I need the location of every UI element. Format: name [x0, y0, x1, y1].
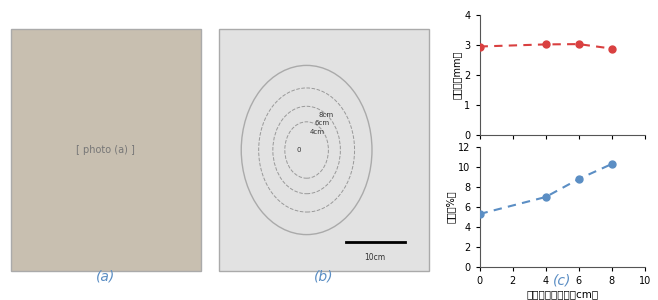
Bar: [11, 29, 201, 271]
Text: 4cm: 4cm: [310, 129, 325, 135]
Text: 0: 0: [297, 147, 301, 153]
Text: (b): (b): [315, 270, 334, 284]
Text: 8cm: 8cm: [318, 112, 334, 118]
Text: 10cm: 10cm: [365, 253, 386, 262]
Bar: [220, 29, 428, 271]
Text: [ photo (a) ]: [ photo (a) ]: [76, 145, 135, 155]
Text: 6cm: 6cm: [315, 120, 330, 126]
X-axis label: 中心からの位置［cm］: 中心からの位置［cm］: [526, 289, 598, 299]
Y-axis label: 解像度［mm］: 解像度［mm］: [451, 51, 461, 99]
Y-axis label: 感度［%］: 感度［%］: [445, 191, 455, 223]
Text: (c): (c): [553, 274, 571, 288]
Text: (a): (a): [96, 270, 115, 284]
